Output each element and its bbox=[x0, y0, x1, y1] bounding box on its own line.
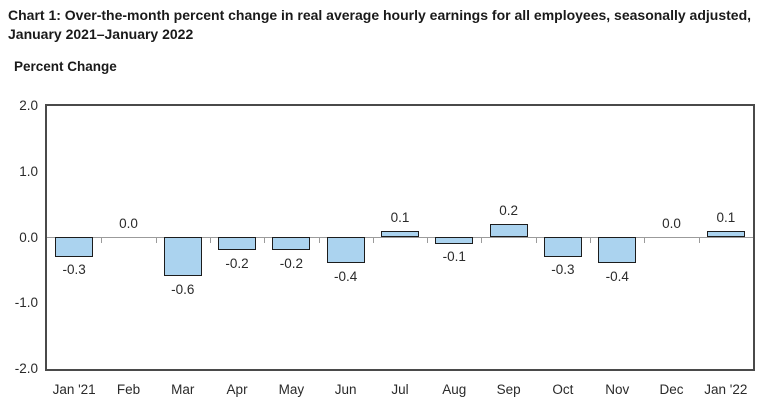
axis-tick bbox=[698, 237, 700, 243]
bar-value-label: 0.2 bbox=[499, 203, 518, 219]
axis-tick bbox=[264, 237, 266, 243]
plot-area: -0.3 0.0 -0.6 -0.2 -0.2 -0.4 0.1 -0.1 0.2 -0.3 -0.… bbox=[45, 104, 755, 371]
bar-value-label: -0.2 bbox=[225, 255, 249, 271]
bar-value-label: -0.1 bbox=[442, 249, 466, 265]
x-tick-label: Mar bbox=[171, 382, 195, 397]
y-tick-label: 0.0 bbox=[19, 229, 38, 245]
bar-value-label: 0.0 bbox=[662, 215, 681, 231]
y-tick-label: -1.0 bbox=[14, 295, 38, 311]
axis-tick bbox=[535, 237, 537, 243]
zero-axis-line bbox=[47, 237, 753, 238]
bar-value-label: -0.3 bbox=[551, 262, 575, 278]
x-tick-label: Nov bbox=[605, 382, 630, 397]
bar-value-label: -0.3 bbox=[62, 262, 86, 278]
axis-tick bbox=[101, 237, 103, 243]
bar-value-label: 0.1 bbox=[716, 209, 736, 225]
x-tick-label: Jan '21 bbox=[52, 382, 96, 397]
x-tick-label: Jan '22 bbox=[704, 382, 748, 397]
axis-tick bbox=[590, 237, 592, 243]
axis-tick bbox=[427, 237, 429, 243]
x-tick-label: Jul bbox=[391, 382, 409, 397]
bar-jan21 bbox=[55, 237, 94, 257]
bar-value-label: 0.1 bbox=[390, 209, 410, 225]
axis-tick bbox=[481, 237, 483, 243]
axis-tick bbox=[372, 237, 374, 243]
y-axis-tick-labels: 2.0 1.0 0.0 -1.0 -2.0 bbox=[0, 98, 38, 376]
bar-value-label: -0.4 bbox=[334, 268, 358, 284]
bar-oct bbox=[543, 237, 582, 257]
bar-sep bbox=[489, 224, 528, 238]
x-tick-label: Dec bbox=[659, 382, 684, 397]
bar-value-label: 0.0 bbox=[119, 215, 138, 231]
x-tick-label: Jun bbox=[334, 382, 357, 397]
axis-tick bbox=[155, 237, 157, 243]
x-tick-label: Sep bbox=[496, 382, 521, 397]
x-tick-label: Apr bbox=[226, 382, 248, 397]
bar-value-label: -0.6 bbox=[171, 281, 195, 297]
axis-tick bbox=[644, 237, 646, 243]
x-tick-label: Feb bbox=[116, 382, 141, 397]
x-tick-label: Aug bbox=[442, 382, 467, 397]
axis-tick bbox=[209, 237, 211, 243]
x-axis-tick-labels: Jan '21 Feb Mar Apr May Jun Jul Aug Sep Oct Nov Dec… bbox=[47, 381, 753, 401]
bar-jun bbox=[326, 237, 365, 264]
bar-aug bbox=[435, 237, 474, 244]
bar-value-label: -0.4 bbox=[605, 268, 629, 284]
x-tick-label: May bbox=[278, 382, 305, 397]
y-tick-label: -2.0 bbox=[14, 361, 38, 376]
bar-value-label: -0.2 bbox=[279, 255, 303, 271]
x-tick-label: Oct bbox=[552, 382, 574, 397]
bar-jan22 bbox=[706, 230, 745, 238]
bar-nov bbox=[598, 237, 637, 264]
axis-tick bbox=[318, 237, 320, 243]
chart-title: Chart 1: Over-the-month percent change i… bbox=[8, 7, 752, 43]
y-axis-title: Percent Change bbox=[14, 59, 117, 74]
y-tick-label: 1.0 bbox=[19, 163, 38, 179]
bar-mar bbox=[163, 237, 202, 277]
y-tick-label: 2.0 bbox=[19, 98, 38, 113]
bar-apr bbox=[218, 237, 257, 251]
bar-may bbox=[272, 237, 311, 251]
bar-jul bbox=[381, 230, 419, 238]
